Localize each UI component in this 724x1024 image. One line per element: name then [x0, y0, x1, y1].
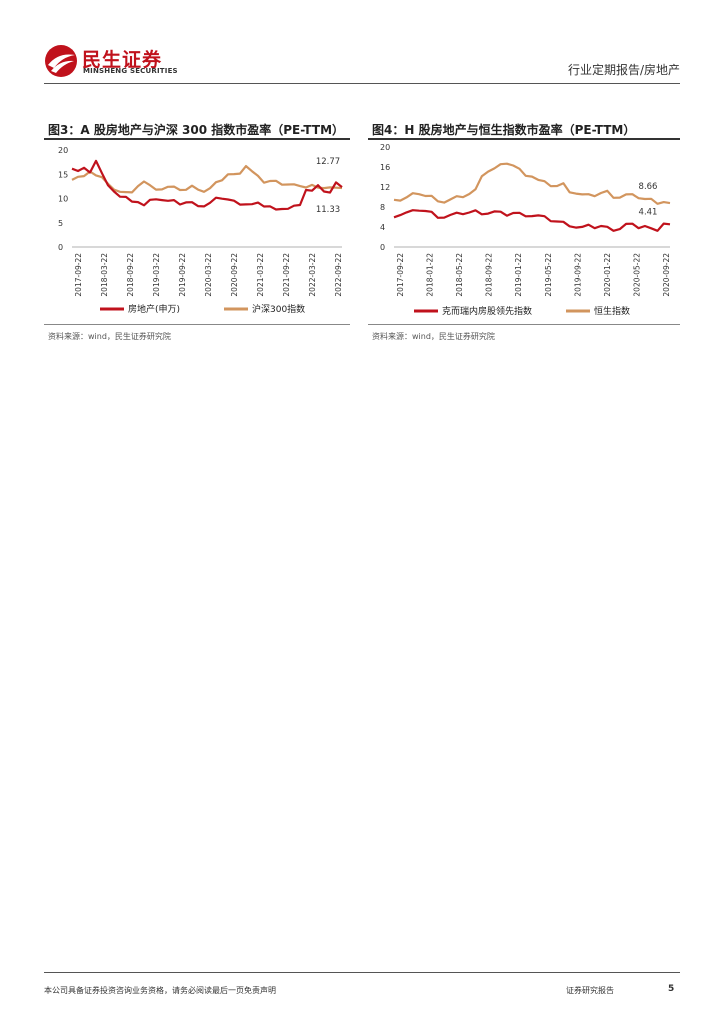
y-tick-label: 16 — [380, 163, 390, 172]
x-tick-label: 2021-03-22 — [256, 253, 265, 297]
y-tick-label: 12 — [380, 183, 390, 192]
footer-divider — [44, 972, 680, 973]
company-logo: 民生证券 MINSHENG SECURITIES — [44, 44, 179, 78]
y-tick-label: 15 — [58, 170, 68, 179]
figure-4-bottom-rule — [368, 324, 680, 325]
logo-mark-icon — [45, 45, 77, 77]
y-tick-label: 0 — [58, 243, 63, 252]
footer-report-type: 证券研究报告 — [566, 986, 614, 995]
x-tick-label: 2019-09-22 — [178, 253, 187, 297]
legend-label: 克而瑞内房股领先指数 — [442, 305, 532, 317]
x-tick-label: 2020-03-22 — [204, 253, 213, 297]
figure-4-title-rule — [368, 138, 680, 140]
footer-disclaimer: 本公司具备证券投资咨询业务资格，请务必阅读最后一页免责声明 — [44, 986, 276, 995]
x-tick-label: 2020-05-22 — [632, 253, 641, 297]
value-annotation: 12.77 — [316, 157, 340, 167]
section-title: 行业定期报告/房地产 — [567, 63, 680, 77]
x-tick-label: 2019-01-22 — [514, 253, 523, 297]
y-tick-label: 5 — [58, 219, 63, 228]
x-tick-label: 2017-09-22 — [74, 253, 83, 297]
series-line-1 — [393, 162, 671, 205]
x-tick-label: 2019-09-22 — [573, 253, 582, 297]
series-line-0 — [71, 159, 343, 211]
figure-3-title-rule — [44, 138, 350, 140]
value-annotation: 4.41 — [639, 207, 658, 217]
x-tick-label: 2022-03-22 — [308, 253, 317, 297]
x-tick-label: 2017-09-22 — [396, 253, 405, 297]
figure-4-source: 资料来源：wind，民生证券研究院 — [372, 332, 495, 341]
figure-3-bottom-rule — [44, 324, 350, 325]
y-tick-label: 10 — [58, 195, 68, 204]
x-tick-label: 2018-01-22 — [426, 253, 435, 297]
x-tick-label: 2018-03-22 — [100, 253, 109, 297]
legend-label: 恒生指数 — [594, 305, 630, 317]
x-tick-label: 2018-09-22 — [126, 253, 135, 297]
figure-3-title: 图3：A 股房地产与沪深 300 指数市盈率（PE-TTM） — [48, 123, 345, 137]
x-tick-label: 2020-09-22 — [230, 253, 239, 297]
logo-text-cn: 民生证券 — [82, 49, 163, 71]
x-tick-label: 2019-03-22 — [152, 253, 161, 297]
figure-4-chart: 20 16 12 8 4 0 2017-09-22 2018-01-22 2018-05-22 2… — [380, 143, 671, 317]
series-line-1 — [71, 165, 343, 194]
x-tick-label: 2020-09-22 — [662, 253, 671, 297]
figure-4-title: 图4：H 股房地产与恒生指数市盈率（PE-TTM） — [372, 123, 636, 137]
figure-3-source: 资料来源：wind，民生证券研究院 — [48, 332, 171, 341]
y-tick-label: 8 — [380, 203, 385, 212]
series-line-0 — [393, 209, 671, 232]
x-tick-label: 2020-01-22 — [603, 253, 612, 297]
y-tick-label: 4 — [380, 223, 385, 232]
legend-label: 房地产(申万) — [128, 303, 180, 315]
logo-text-en: MINSHENG SECURITIES — [83, 67, 178, 75]
figure-3-chart: 20 15 10 5 0 2017-09-22 2018-03-22 2018-09-22 20… — [58, 146, 343, 315]
y-tick-label: 0 — [380, 243, 385, 252]
x-tick-label: 2018-09-22 — [485, 253, 494, 297]
legend-label: 沪深300指数 — [252, 303, 305, 315]
x-tick-label: 2018-05-22 — [455, 253, 464, 297]
value-annotation: 8.66 — [639, 182, 658, 192]
x-tick-label: 2022-09-22 — [334, 253, 343, 297]
y-tick-label: 20 — [58, 146, 68, 155]
page-number: 5 — [668, 984, 675, 994]
x-tick-label: 2019-05-22 — [544, 253, 553, 297]
header-divider — [44, 83, 680, 84]
value-annotation: 11.33 — [316, 205, 340, 215]
y-tick-label: 20 — [380, 143, 390, 152]
x-tick-label: 2021-09-22 — [282, 253, 291, 297]
